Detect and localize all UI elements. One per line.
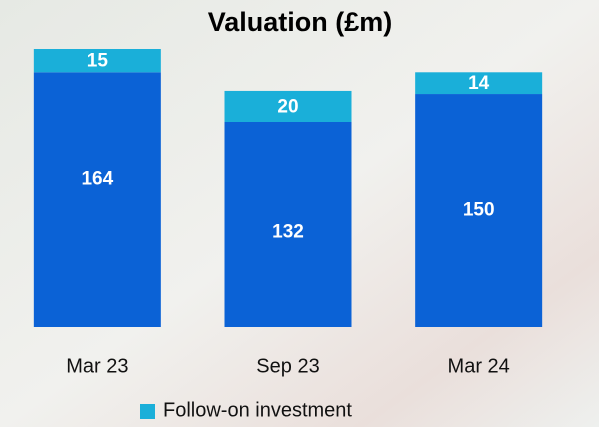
x-tick-label: Sep 23 [256,355,319,377]
bar-segment [33,49,161,73]
value-label: 132 [272,222,304,243]
bar-segment [33,72,161,328]
bar-segment [415,94,543,327]
value-label: 150 [463,200,495,221]
x-tick-label: Mar 23 [66,355,128,377]
legend-swatch [140,404,155,419]
x-tick-label: Mar 24 [448,355,510,377]
chart-title: Valuation (£m) [208,7,393,37]
bar-segment [415,72,543,95]
value-label: 15 [87,51,109,72]
value-label: 14 [468,73,490,94]
value-label: 164 [81,169,113,190]
value-label: 20 [277,96,298,117]
legend-label: Follow-on investment [163,399,352,421]
bar-segment [224,121,352,327]
bar-segment [224,90,352,122]
